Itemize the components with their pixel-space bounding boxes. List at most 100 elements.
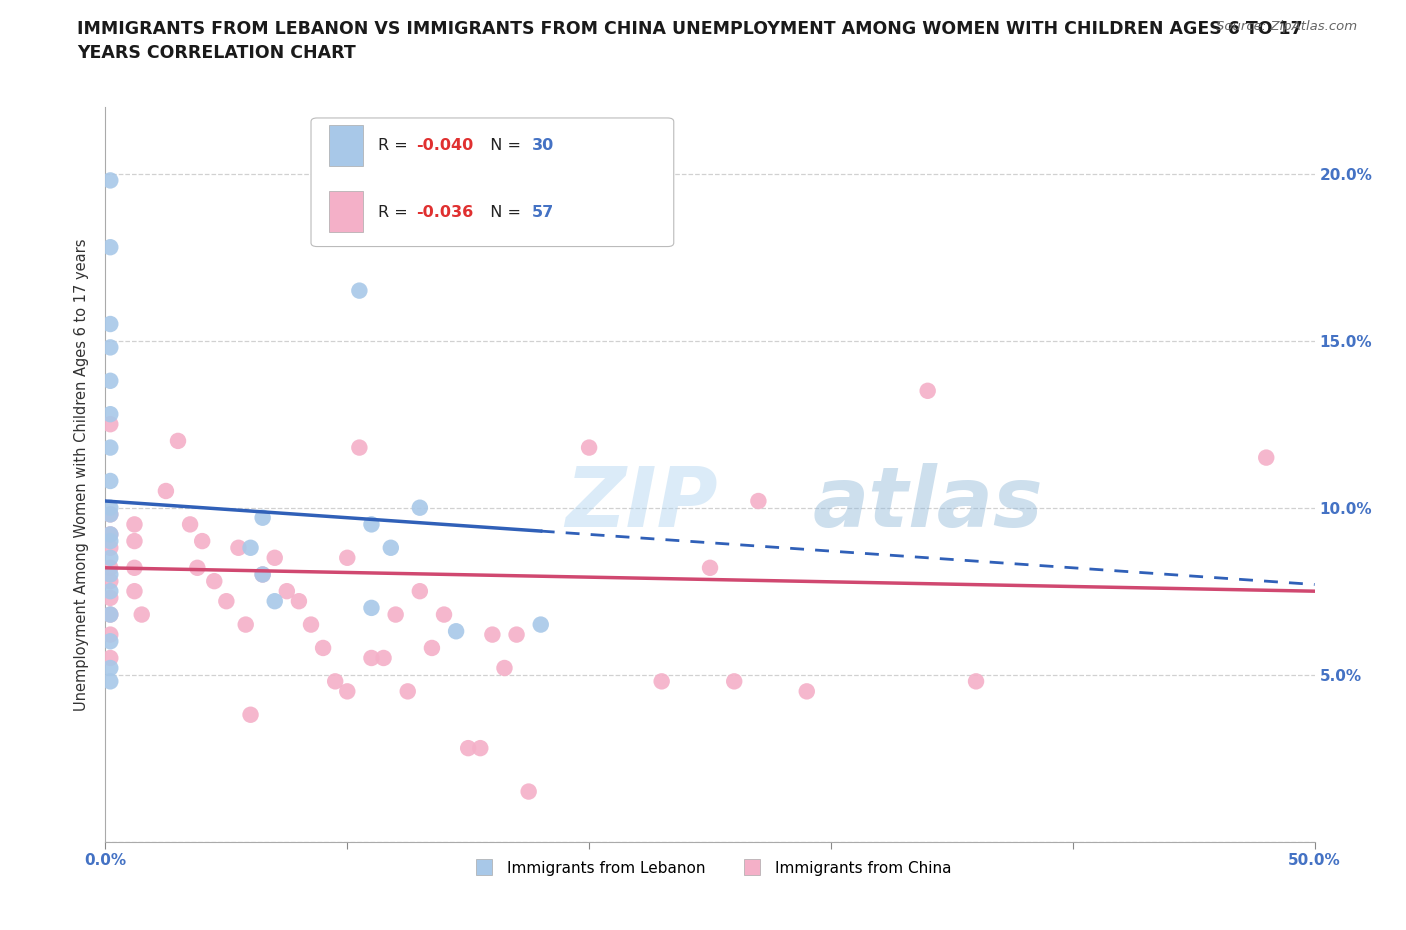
Point xyxy=(409,584,432,599)
Point xyxy=(98,507,121,522)
Text: YEARS CORRELATION CHART: YEARS CORRELATION CHART xyxy=(77,44,356,61)
Point xyxy=(98,584,121,599)
Point xyxy=(98,674,121,689)
Point xyxy=(299,618,322,632)
Point xyxy=(98,473,121,488)
Point xyxy=(98,406,121,421)
Point xyxy=(98,561,121,576)
FancyBboxPatch shape xyxy=(329,192,363,232)
Point xyxy=(420,641,443,656)
Point xyxy=(481,627,503,642)
Point xyxy=(312,641,335,656)
Point xyxy=(252,511,274,525)
Point xyxy=(98,607,121,622)
Point xyxy=(494,660,516,675)
Point xyxy=(191,534,214,549)
Point xyxy=(796,684,818,698)
Point xyxy=(252,567,274,582)
Point xyxy=(186,561,208,576)
Point xyxy=(433,607,456,622)
Point xyxy=(98,316,121,331)
Point xyxy=(336,684,359,698)
Point xyxy=(98,527,121,542)
Point xyxy=(98,527,121,542)
Point xyxy=(373,651,395,666)
FancyBboxPatch shape xyxy=(329,126,363,166)
Point xyxy=(252,567,274,582)
Point xyxy=(263,551,285,565)
Point xyxy=(288,593,311,608)
Point xyxy=(124,517,146,532)
Point xyxy=(98,574,121,589)
Point xyxy=(444,624,467,639)
Point xyxy=(965,674,987,689)
Point xyxy=(98,440,121,455)
Point xyxy=(124,584,146,599)
Point xyxy=(235,618,257,632)
Point xyxy=(98,417,121,432)
Text: R =: R = xyxy=(377,139,412,153)
Text: -0.036: -0.036 xyxy=(416,205,474,219)
Point xyxy=(530,618,553,632)
Point xyxy=(1256,450,1278,465)
Point xyxy=(263,593,285,608)
Point xyxy=(98,507,121,522)
Point xyxy=(98,660,121,675)
Point xyxy=(517,784,540,799)
Point xyxy=(228,540,250,555)
Point xyxy=(349,440,371,455)
Point xyxy=(276,584,298,599)
Point xyxy=(98,373,121,388)
Point xyxy=(98,551,121,565)
Point xyxy=(360,517,382,532)
Text: Source: ZipAtlas.com: Source: ZipAtlas.com xyxy=(1216,20,1357,33)
Point xyxy=(98,627,121,642)
Point xyxy=(323,674,346,689)
Point xyxy=(155,484,177,498)
Point xyxy=(98,540,121,555)
Point xyxy=(98,534,121,549)
Point xyxy=(651,674,673,689)
Point xyxy=(98,240,121,255)
Point xyxy=(457,740,479,755)
Text: -0.040: -0.040 xyxy=(416,139,474,153)
Point xyxy=(699,561,721,576)
Point xyxy=(98,591,121,605)
Point xyxy=(409,500,432,515)
Point xyxy=(470,740,492,755)
Point xyxy=(360,651,382,666)
Point xyxy=(167,433,190,448)
Y-axis label: Unemployment Among Women with Children Ages 6 to 17 years: Unemployment Among Women with Children A… xyxy=(75,238,90,711)
Text: atlas: atlas xyxy=(813,463,1043,544)
Text: R =: R = xyxy=(377,205,412,219)
Text: ZIP: ZIP xyxy=(565,463,717,544)
Text: IMMIGRANTS FROM LEBANON VS IMMIGRANTS FROM CHINA UNEMPLOYMENT AMONG WOMEN WITH C: IMMIGRANTS FROM LEBANON VS IMMIGRANTS FR… xyxy=(77,20,1303,38)
Point xyxy=(98,651,121,666)
Text: 57: 57 xyxy=(533,205,554,219)
Point xyxy=(124,561,146,576)
Point xyxy=(349,283,371,298)
Point xyxy=(98,567,121,582)
Point xyxy=(747,494,769,509)
Point xyxy=(202,574,225,589)
Point xyxy=(98,500,121,515)
Point xyxy=(98,173,121,188)
Text: N =: N = xyxy=(481,139,526,153)
Point xyxy=(98,607,121,622)
Point xyxy=(215,593,238,608)
Point xyxy=(98,340,121,355)
Point xyxy=(384,607,406,622)
Point xyxy=(239,540,262,555)
Point xyxy=(131,607,153,622)
Point xyxy=(505,627,527,642)
Point xyxy=(396,684,419,698)
Point xyxy=(239,708,262,723)
Point xyxy=(360,601,382,616)
Point xyxy=(179,517,201,532)
Point xyxy=(578,440,600,455)
Point xyxy=(124,534,146,549)
FancyBboxPatch shape xyxy=(311,118,673,246)
Point xyxy=(98,634,121,649)
Point xyxy=(917,383,939,398)
Text: 30: 30 xyxy=(533,139,554,153)
